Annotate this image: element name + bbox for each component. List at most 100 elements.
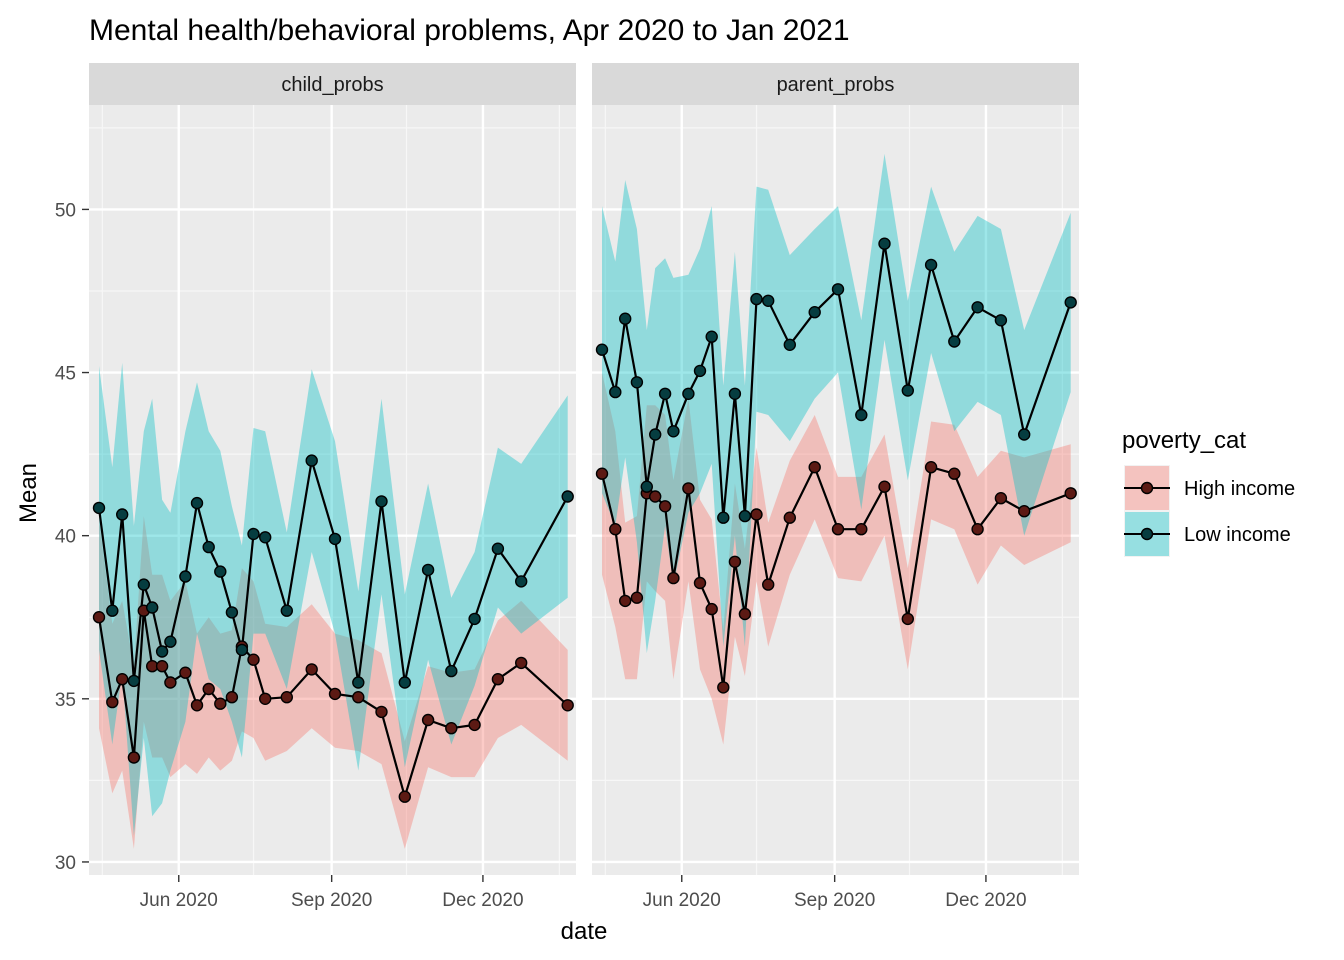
data-point [561, 490, 574, 503]
y-tick-label: 35 [55, 690, 76, 711]
x-tick-label: Sep 2020 [291, 890, 372, 911]
data-point [445, 722, 458, 735]
data-point [971, 301, 984, 314]
data-point [808, 306, 821, 319]
data-point [994, 492, 1008, 505]
data-point [994, 314, 1008, 327]
data-point [971, 523, 984, 536]
data-point [468, 612, 481, 626]
data-point [352, 691, 365, 704]
confidence-ribbon-1 [602, 153, 1071, 654]
x-tick-label: Sep 2020 [794, 890, 875, 911]
series-line-1 [600, 242, 1072, 519]
data-point [667, 571, 680, 585]
confidence-ribbon-0 [602, 372, 1071, 745]
y-tick-label: 30 [55, 853, 76, 874]
data-point [280, 691, 293, 704]
data-point [649, 428, 662, 441]
data-point [137, 578, 151, 591]
data-point [682, 387, 695, 400]
data-point [640, 480, 653, 493]
data-point [630, 591, 644, 604]
y-tick-label: 40 [55, 527, 76, 548]
data-point [924, 258, 938, 272]
data-point [705, 330, 718, 343]
data-point [515, 575, 528, 588]
data-point [705, 602, 718, 616]
data-point [491, 542, 505, 555]
legend: poverty_cat High income Low income [1122, 427, 1295, 557]
data-point [225, 606, 239, 619]
data-point [115, 673, 129, 686]
data-point [878, 480, 891, 493]
data-point [561, 699, 574, 712]
x-axes: Jun 2020 Sep 2020 Dec 2020 Jun 2020 Sep 2020… [140, 875, 1027, 911]
data-point [106, 695, 119, 709]
series-line-1 [97, 459, 569, 684]
data-point [190, 496, 204, 510]
y-tick-label: 45 [55, 364, 76, 385]
data-point [667, 425, 680, 438]
facet-strip-label: child_probs [281, 74, 383, 96]
x-tick-label: Dec 2020 [442, 890, 523, 911]
data-point [515, 656, 528, 670]
data-point [595, 343, 609, 356]
data-point [127, 674, 141, 688]
panel-child-probs: child_probs [89, 63, 576, 875]
data-point [164, 676, 177, 689]
data-point [468, 718, 481, 732]
x-axis-title: date [561, 918, 608, 945]
data-point [155, 645, 169, 658]
data-point [259, 531, 272, 544]
data-point [717, 681, 730, 694]
data-point [682, 482, 695, 495]
confidence-ribbon-0 [99, 516, 568, 849]
x-tick-label: Dec 2020 [945, 890, 1026, 911]
data-point [398, 676, 411, 689]
data-point [375, 495, 388, 508]
data-point [595, 467, 609, 480]
data-point [328, 532, 342, 546]
data-point [305, 454, 318, 467]
data-point [214, 565, 227, 578]
legend-label: Low income [1184, 524, 1291, 546]
data-point [421, 713, 435, 727]
data-point [808, 461, 821, 474]
y-axis-title: Mean [15, 463, 42, 523]
data-point [179, 666, 192, 679]
data-point [352, 676, 365, 689]
legend-key-point [1140, 527, 1154, 541]
data-point [831, 523, 845, 536]
facet-strip-label: parent_probs [777, 74, 895, 96]
data-point [421, 563, 435, 577]
facet-strip [89, 63, 576, 105]
data-point [619, 594, 632, 608]
data-point [649, 490, 662, 503]
data-point [155, 660, 169, 673]
data-point [328, 687, 342, 701]
data-point [115, 508, 129, 521]
data-point [762, 578, 775, 591]
data-point [491, 673, 505, 686]
confidence-ribbon-1 [99, 362, 568, 836]
data-point [738, 509, 752, 523]
x-tick-label: Jun 2020 [140, 890, 218, 911]
data-point [609, 523, 622, 536]
facet-panels: child_probs parent_probs [89, 63, 1079, 875]
data-point [783, 511, 796, 524]
panel-parent-probs: parent_probs [592, 63, 1079, 875]
data-point [202, 682, 215, 696]
data-point [783, 338, 796, 351]
legend-title: poverty_cat [1122, 427, 1246, 454]
y-axis: 30 35 40 45 50 [55, 200, 89, 874]
data-point [728, 555, 742, 568]
data-point [127, 751, 141, 764]
facet-strip [592, 63, 1079, 105]
data-point [728, 387, 742, 400]
data-point [693, 576, 707, 590]
data-point [398, 790, 411, 803]
data-point [145, 601, 159, 614]
data-point [948, 335, 961, 348]
data-point [305, 663, 318, 676]
